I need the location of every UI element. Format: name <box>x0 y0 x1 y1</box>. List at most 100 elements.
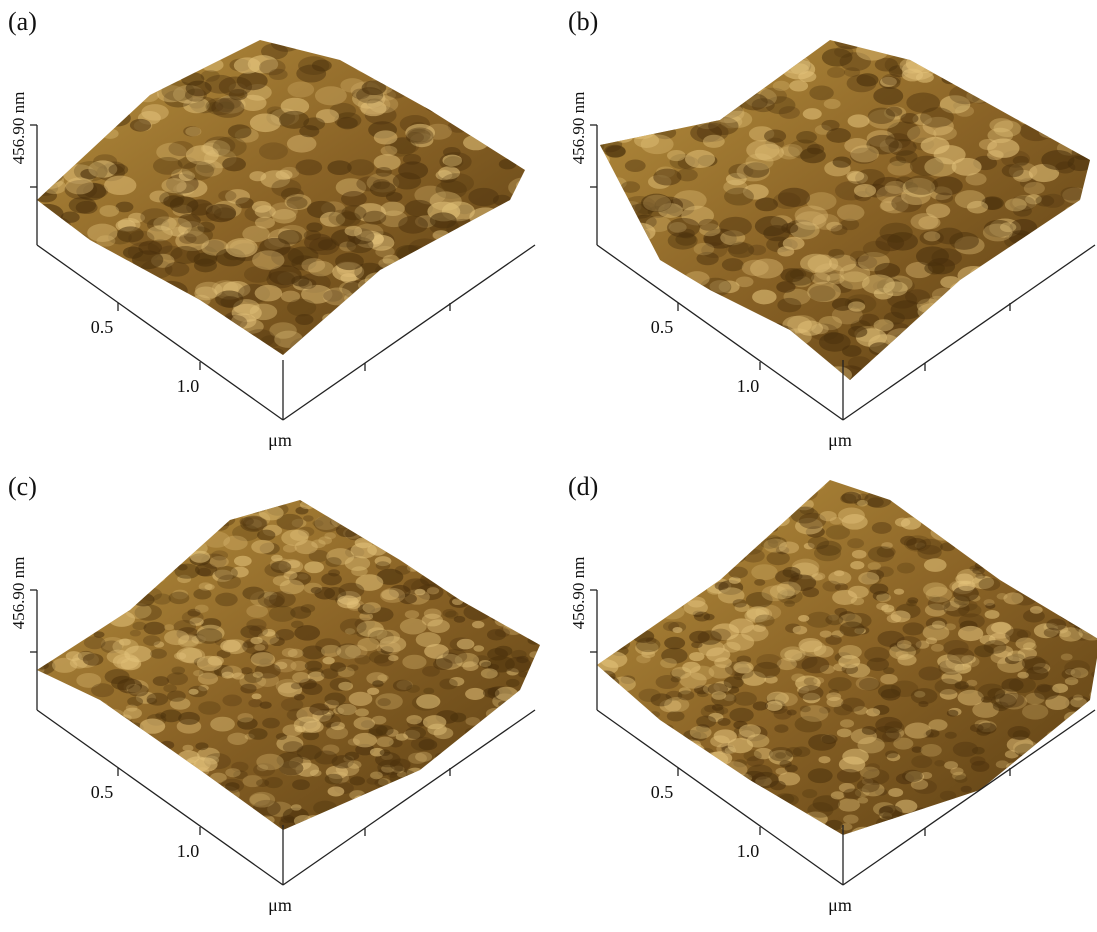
grain <box>447 42 478 61</box>
grain <box>47 634 57 640</box>
grain <box>791 507 819 524</box>
grain <box>1086 603 1097 609</box>
grain <box>432 230 449 240</box>
grain <box>961 786 972 793</box>
grain <box>46 793 71 808</box>
grain <box>905 175 938 195</box>
grain <box>453 343 486 363</box>
grain <box>690 341 711 353</box>
grain <box>127 741 154 757</box>
grain <box>667 711 685 722</box>
grain <box>76 795 88 802</box>
grain <box>198 701 221 715</box>
grain <box>734 692 757 706</box>
grain <box>302 683 323 695</box>
grain <box>365 32 396 51</box>
grain <box>495 756 520 771</box>
grain <box>842 749 869 765</box>
grain <box>824 99 841 109</box>
grain <box>1073 316 1093 328</box>
grain <box>1088 298 1097 312</box>
grain <box>375 246 394 258</box>
grain <box>924 157 956 176</box>
grain <box>1054 69 1083 87</box>
grain <box>697 791 714 801</box>
grain <box>753 701 768 710</box>
grain <box>33 520 57 535</box>
grain <box>154 549 166 556</box>
grain <box>918 701 928 707</box>
grain <box>242 587 264 600</box>
grain <box>905 289 930 304</box>
grain <box>111 676 135 690</box>
grain <box>984 640 1007 654</box>
grain <box>465 728 480 737</box>
grain <box>739 724 761 737</box>
grain <box>921 744 942 757</box>
grain <box>459 805 480 817</box>
grain <box>848 301 865 311</box>
grain <box>382 333 408 349</box>
grain <box>167 545 180 553</box>
grain <box>508 310 539 328</box>
grain <box>408 753 427 764</box>
grain <box>608 514 619 521</box>
grain <box>627 800 654 816</box>
grain <box>891 610 911 622</box>
grain <box>625 802 647 815</box>
grain <box>1082 733 1097 747</box>
grain <box>843 815 858 824</box>
grain <box>35 822 55 834</box>
grain <box>74 536 99 551</box>
grain <box>388 655 398 661</box>
grain <box>350 818 368 829</box>
grain <box>601 762 618 772</box>
grain <box>609 91 635 106</box>
grain <box>689 631 710 643</box>
grain <box>375 340 406 359</box>
grain <box>717 330 744 346</box>
grain <box>729 708 753 723</box>
grain <box>1081 723 1097 733</box>
grain <box>902 622 924 635</box>
grain <box>822 734 838 744</box>
grain <box>1033 319 1058 334</box>
grain <box>28 104 52 119</box>
grain <box>699 348 729 366</box>
grain <box>581 303 613 322</box>
grain <box>869 583 888 594</box>
grain <box>674 48 697 62</box>
grain <box>954 595 971 605</box>
grain <box>883 345 914 363</box>
grain <box>816 541 841 556</box>
grain <box>1022 656 1046 670</box>
grain <box>890 353 909 365</box>
grain <box>77 628 87 634</box>
grain <box>73 564 98 579</box>
grain <box>981 696 992 703</box>
grain <box>625 160 646 172</box>
grain <box>589 364 621 383</box>
grain <box>1030 496 1050 508</box>
grain <box>111 530 133 543</box>
grain <box>795 206 829 226</box>
grain <box>55 132 78 146</box>
grain <box>482 32 514 51</box>
grain <box>109 290 133 304</box>
grain <box>501 48 530 65</box>
grain <box>60 153 78 164</box>
grain <box>29 311 57 328</box>
grain <box>370 181 396 197</box>
grain <box>53 764 73 776</box>
grain <box>128 282 155 298</box>
grain <box>619 233 636 243</box>
grain <box>1005 825 1031 841</box>
grain <box>588 792 613 807</box>
grain <box>1032 40 1049 50</box>
grain <box>866 708 880 716</box>
grain <box>402 655 426 670</box>
grain <box>304 561 324 573</box>
grain <box>747 765 772 780</box>
grain <box>190 551 210 563</box>
grain <box>819 333 851 352</box>
